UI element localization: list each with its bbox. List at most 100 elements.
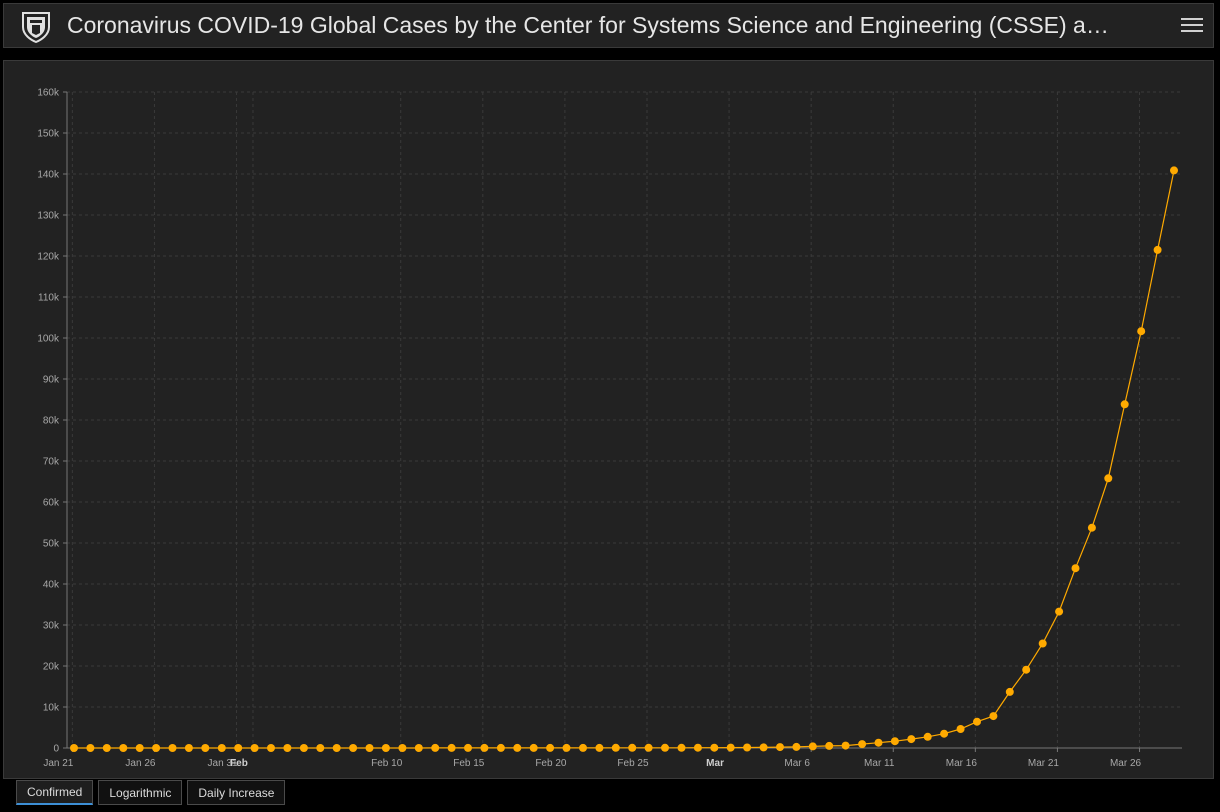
data-point[interactable] xyxy=(152,744,161,752)
data-point[interactable] xyxy=(858,740,867,749)
x-tick-label: Mar 11 xyxy=(864,758,895,769)
data-point[interactable] xyxy=(726,743,735,752)
data-point[interactable] xyxy=(365,744,374,752)
data-point[interactable] xyxy=(973,717,981,726)
data-point[interactable] xyxy=(890,737,899,746)
data-point[interactable] xyxy=(677,743,686,752)
data-point[interactable] xyxy=(841,741,850,750)
data-point[interactable] xyxy=(759,743,768,752)
x-tick-label: Mar 21 xyxy=(1028,758,1060,769)
y-axis-ticks: 0 10k 20k 30k 40k 50k 60k 70k 80k 90k 100k 110k 120k… xyxy=(37,88,60,755)
data-point[interactable] xyxy=(546,743,555,752)
data-point[interactable] xyxy=(299,744,308,752)
data-point[interactable] xyxy=(349,744,358,752)
data-point[interactable] xyxy=(1055,607,1064,616)
data-point[interactable] xyxy=(513,743,522,752)
y-tick-label: 160k xyxy=(37,88,60,99)
y-tick-label: 150k xyxy=(37,129,60,140)
data-point[interactable] xyxy=(267,744,275,752)
data-point[interactable] xyxy=(923,732,932,741)
line-chart: 0 10k 20k 30k 40k 50k 60k 70k 80k 90k 100k 110k 120k… xyxy=(37,88,1182,769)
data-point[interactable] xyxy=(135,744,144,752)
x-tick-label: Feb 15 xyxy=(453,758,485,769)
data-point[interactable] xyxy=(1087,523,1096,532)
data-point[interactable] xyxy=(776,743,784,752)
data-point[interactable] xyxy=(431,743,440,752)
data-point[interactable] xyxy=(119,744,128,752)
data-point[interactable] xyxy=(1038,639,1047,648)
data-point[interactable] xyxy=(86,744,95,752)
data-point[interactable] xyxy=(70,744,78,752)
data-point[interactable] xyxy=(693,743,702,752)
data-point[interactable] xyxy=(464,743,472,752)
data-point[interactable] xyxy=(1170,166,1178,175)
data-point[interactable] xyxy=(184,744,193,752)
y-tick-label: 140k xyxy=(37,170,60,181)
data-point[interactable] xyxy=(1005,687,1014,696)
series-line xyxy=(74,170,1175,749)
app-header: Coronavirus COVID-19 Global Cases by the… xyxy=(3,3,1214,48)
y-tick-label: 30k xyxy=(43,621,60,632)
data-point[interactable] xyxy=(874,738,883,747)
y-tick-label: 80k xyxy=(43,416,60,427)
data-point[interactable] xyxy=(496,743,505,752)
data-point[interactable] xyxy=(792,742,801,751)
data-point[interactable] xyxy=(907,735,916,744)
data-point[interactable] xyxy=(316,744,325,752)
data-point[interactable] xyxy=(940,729,949,738)
data-point[interactable] xyxy=(661,743,669,752)
data-point[interactable] xyxy=(808,742,817,751)
data-point[interactable] xyxy=(989,712,998,721)
tab-logarithmic[interactable]: Logarithmic xyxy=(98,780,183,805)
data-point[interactable] xyxy=(1137,327,1146,336)
data-point[interactable] xyxy=(234,744,243,752)
x-tick-label: Jan 31 xyxy=(208,758,238,769)
data-point[interactable] xyxy=(628,743,637,752)
y-tick-label: 40k xyxy=(43,580,60,591)
data-point[interactable] xyxy=(562,743,571,752)
data-point[interactable] xyxy=(217,744,226,752)
data-point[interactable] xyxy=(743,743,752,752)
page-title: Coronavirus COVID-19 Global Cases by the… xyxy=(67,12,1109,38)
tab-daily-increase[interactable]: Daily Increase xyxy=(187,780,286,805)
data-point[interactable] xyxy=(168,744,177,752)
data-point[interactable] xyxy=(283,744,292,752)
data-point[interactable] xyxy=(611,743,620,752)
tab-confirmed[interactable]: Confirmed xyxy=(16,780,94,805)
x-tick-label: Mar 6 xyxy=(784,758,810,769)
chart-panel: 0 10k 20k 30k 40k 50k 60k 70k 80k 90k 100k 110k 120k… xyxy=(3,60,1214,779)
data-point[interactable] xyxy=(1071,564,1080,573)
data-point[interactable] xyxy=(332,744,341,752)
data-point[interactable] xyxy=(595,743,604,752)
y-tick-label: 90k xyxy=(43,375,60,386)
data-point[interactable] xyxy=(1153,245,1162,254)
data-point[interactable] xyxy=(644,743,653,752)
hamburger-menu-icon[interactable] xyxy=(1181,15,1203,37)
data-point[interactable] xyxy=(447,743,456,752)
series-confirmed xyxy=(70,166,1178,752)
y-tick-label: 120k xyxy=(37,252,60,263)
y-tick-label: 50k xyxy=(43,539,60,550)
y-tick-label: 100k xyxy=(37,334,60,345)
data-point[interactable] xyxy=(1120,400,1129,409)
data-point[interactable] xyxy=(398,744,407,752)
data-point[interactable] xyxy=(1022,665,1031,674)
x-tick-label: Jan 26 xyxy=(125,758,155,769)
x-tick-label: Feb 10 xyxy=(371,758,403,769)
data-point[interactable] xyxy=(710,743,719,752)
data-point[interactable] xyxy=(956,725,965,733)
chart-grid xyxy=(67,91,1182,748)
data-point[interactable] xyxy=(480,743,489,752)
data-point[interactable] xyxy=(250,744,259,752)
data-point[interactable] xyxy=(381,744,390,752)
data-point[interactable] xyxy=(579,743,587,752)
data-point[interactable] xyxy=(1104,474,1113,483)
data-point[interactable] xyxy=(529,743,538,752)
data-point[interactable] xyxy=(201,744,210,752)
data-point[interactable] xyxy=(414,744,423,752)
data-point[interactable] xyxy=(825,741,834,750)
data-point[interactable] xyxy=(102,744,111,752)
y-tick-label: 10k xyxy=(43,703,60,714)
x-tick-label: Mar 16 xyxy=(946,758,978,769)
